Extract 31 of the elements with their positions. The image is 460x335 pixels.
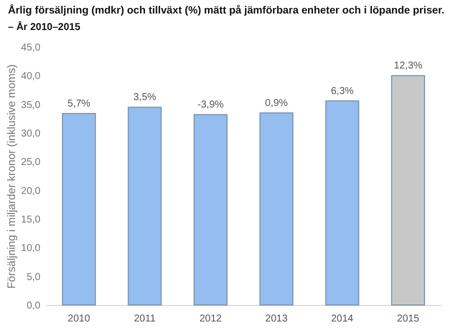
- y-tick-label: 30,0: [21, 128, 41, 140]
- y-axis-title: Försäljning i miljarder kronor (inklusive moms): [6, 64, 18, 289]
- y-tick-label: 10,0: [21, 243, 41, 254]
- y-tick-label: 20,0: [21, 186, 41, 197]
- annotation: 0,9%: [265, 98, 288, 109]
- y-tick-label: 0,0: [26, 300, 41, 312]
- y-tick-label: 45,0: [21, 42, 41, 54]
- annotation: 6,3%: [330, 86, 354, 97]
- x-tick-label: 2015: [396, 314, 420, 324]
- bar: [391, 75, 426, 306]
- annotation: 12,3%: [394, 60, 422, 72]
- x-tick-label: 2012: [199, 314, 222, 324]
- bar: [325, 100, 360, 306]
- x-tick-label: 2010: [68, 314, 90, 324]
- y-tick-label: 25,0: [21, 157, 41, 168]
- bar: [194, 114, 228, 306]
- annotation: -3,9%: [198, 100, 224, 111]
- bar: [259, 112, 294, 306]
- x-tick-label: 2014: [331, 314, 354, 324]
- y-tick-label: 5,0: [26, 272, 41, 283]
- bar: [128, 106, 162, 306]
- chart-subtitle: – År 2010–2015: [8, 21, 81, 33]
- y-tick-label: 35,0: [21, 100, 41, 111]
- y-tick-label: 40,0: [21, 71, 41, 82]
- annotation: 5,7%: [68, 98, 90, 110]
- chart-title: Årlig försäljning (mdkr) och tillväxt (%) mätt på jämförbara enheter och i löpande priser.: [8, 4, 444, 16]
- x-tick-label: 2011: [134, 314, 156, 324]
- annotation: 3,5%: [133, 92, 156, 104]
- y-tick-label: 15,0: [21, 214, 41, 226]
- bar: [62, 113, 96, 306]
- x-tick-label: 2013: [265, 314, 288, 324]
